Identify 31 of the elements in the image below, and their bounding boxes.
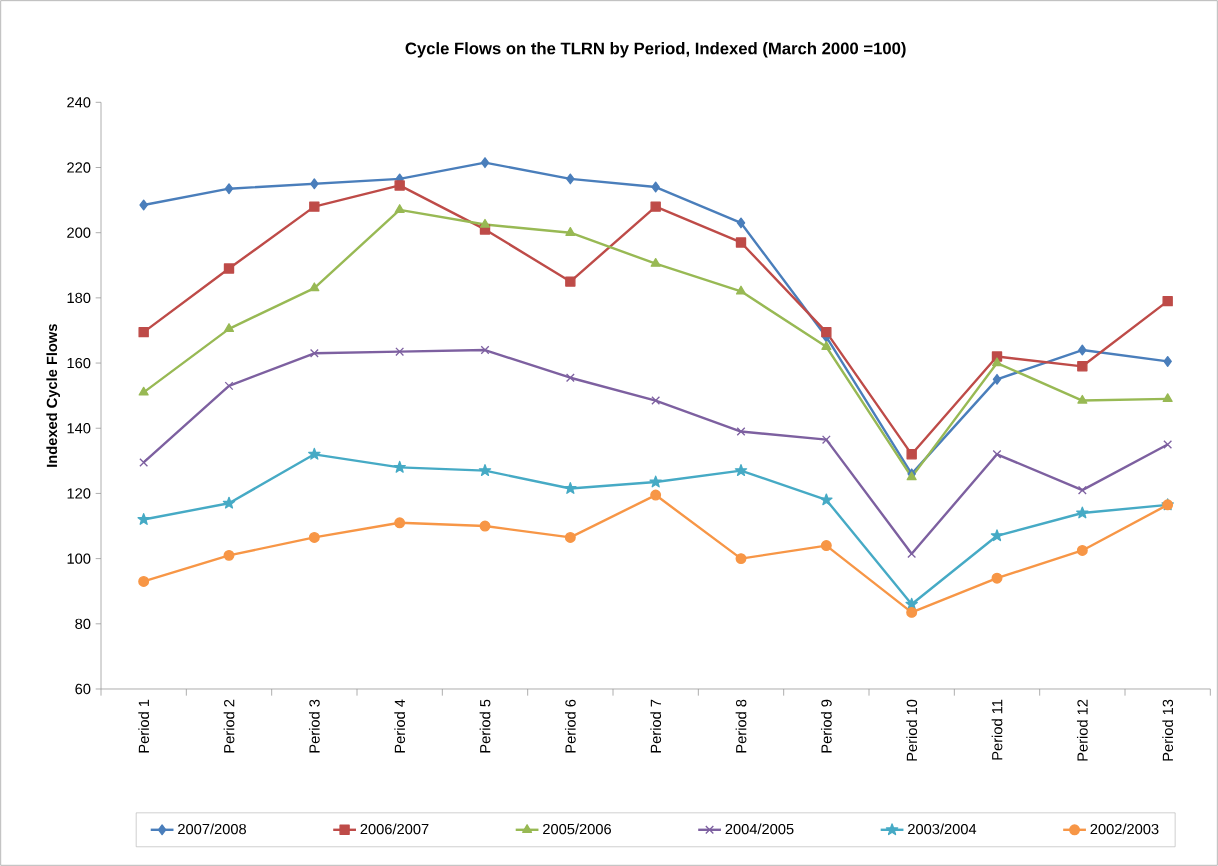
y-tick-label: 180: [67, 292, 91, 304]
y-tick-label: 240: [67, 97, 91, 108]
y-tick-label: 160: [67, 357, 91, 369]
legend-label: 2006/2007: [360, 823, 429, 835]
x-tick-label: Period 6: [564, 699, 576, 753]
y-tick-label: 60: [75, 683, 91, 695]
x-tick-label: Period 11: [991, 699, 1003, 760]
x-tick-label: Period 10: [906, 699, 918, 761]
y-axis-title: Indexed Cycle Flows: [46, 324, 60, 467]
legend-label: 2002/2003: [1090, 823, 1159, 835]
x-tick-label: Period 9: [820, 699, 832, 753]
y-tick-label: 120: [67, 488, 91, 499]
chart-title: Cycle Flows on the TLRN by Period, Indexed (March 2000 =100): [405, 42, 906, 58]
legend-label: 2007/2008: [178, 823, 247, 835]
y-tick-label: 200: [67, 227, 91, 238]
x-tick-label: Period 4: [394, 699, 406, 753]
x-tick-label: Period 8: [735, 699, 747, 753]
y-tick-label: 80: [75, 618, 91, 629]
x-tick-label: Period 3: [308, 699, 320, 753]
x-tick-label: Period 2: [223, 699, 235, 753]
x-tick-label: Period 13: [1162, 699, 1174, 761]
x-tick-label: Period 5: [479, 699, 491, 753]
y-tick-label: 140: [67, 423, 91, 434]
legend-label: 2004/2005: [725, 823, 794, 835]
legend-label: 2005/2006: [543, 823, 611, 835]
x-tick-label: Period 12: [1076, 699, 1088, 761]
y-tick-label: 100: [67, 553, 91, 564]
y-tick-label: 220: [67, 162, 91, 173]
x-tick-label: Period 7: [650, 699, 662, 753]
legend-label: 2003/2004: [908, 823, 977, 835]
x-tick-label: Period 1: [138, 699, 150, 753]
